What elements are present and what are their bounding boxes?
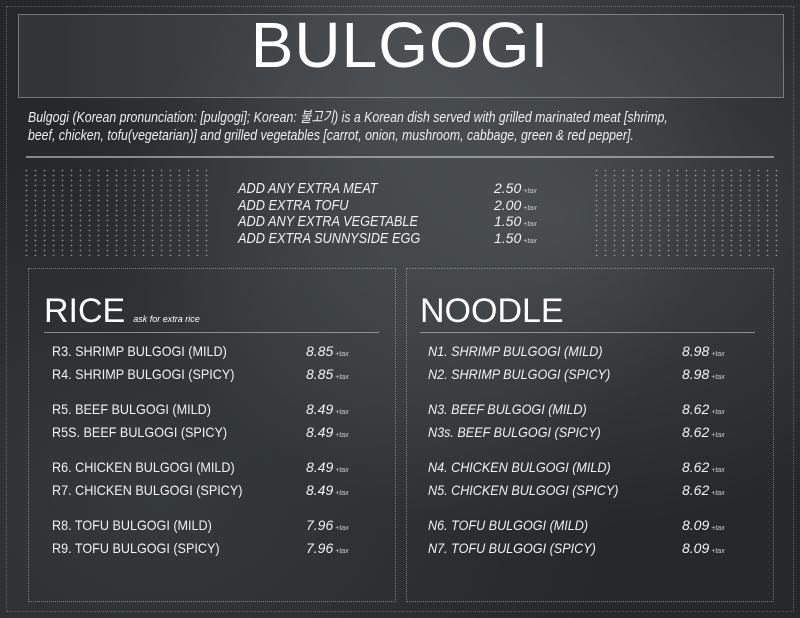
- menu-item-price: 8.49 +tax: [306, 424, 349, 440]
- extra-item-label: ADD EXTRA TOFU: [238, 196, 349, 214]
- description-line: beef, chicken, tofu(vegetarian)] and gri…: [28, 127, 634, 144]
- menu-item-label: R5. BEEF BULGOGI (MILD): [52, 401, 211, 417]
- tax-label: +tax: [523, 204, 537, 212]
- rice-heading: RICE ask for extra rice: [44, 292, 200, 331]
- menu-item-label: N6. TOFU BULGOGI (MILD): [428, 517, 589, 533]
- price-value: 8.49: [306, 481, 334, 498]
- menu-frame: [6, 6, 794, 612]
- menu-item-price: 8.85 +tax: [306, 343, 349, 359]
- extra-item-label: ADD ANY EXTRA MEAT: [238, 180, 378, 197]
- description-line: Bulgogi (Korean pronunciation: [pulgogi]…: [28, 109, 668, 126]
- price-value: 8.62: [682, 481, 710, 498]
- menu-item-price: 7.96 +tax: [306, 517, 349, 533]
- tax-label: +tax: [711, 525, 725, 532]
- noodle-section: [406, 268, 774, 602]
- tax-label: +tax: [711, 373, 725, 381]
- price-value: 2.50: [494, 180, 522, 196]
- extra-item-price: 2.00 +tax: [494, 197, 537, 213]
- extra-item-price: 2.50 +tax: [494, 180, 537, 196]
- menu-item-price: 8.62 +tax: [682, 401, 725, 417]
- dot-pattern-left: [22, 168, 214, 256]
- price-value: 8.09: [682, 517, 710, 533]
- menu-item-label: N5. CHICKEN BULGOGI (SPICY): [428, 481, 619, 498]
- menu-item-price: 7.96 +tax: [306, 540, 349, 556]
- price-value: 8.62: [682, 423, 710, 440]
- tax-label: +tax: [335, 547, 349, 555]
- title-banner: [18, 14, 784, 98]
- price-value: 8.49: [306, 459, 334, 475]
- tax-label: +tax: [335, 351, 349, 358]
- menu-item-price: 8.09 +tax: [682, 540, 725, 556]
- price-value: 8.62: [682, 459, 710, 475]
- tax-label: +tax: [335, 467, 349, 474]
- menu-item-price: 8.62 +tax: [682, 482, 725, 498]
- price-value: 8.62: [682, 401, 710, 417]
- tax-label: +tax: [711, 409, 725, 416]
- menu-item-label: R9. TOFU BULGOGI (SPICY): [52, 539, 220, 556]
- tax-label: +tax: [335, 409, 349, 416]
- rice-title: RICE: [44, 292, 126, 330]
- price-value: 8.49: [306, 401, 334, 417]
- divider: [26, 156, 774, 158]
- menu-item-price: 8.49 +tax: [306, 482, 349, 498]
- dot-pattern-right: [592, 168, 780, 256]
- rice-underline: [44, 332, 379, 333]
- menu-item-label: R6. CHICKEN BULGOGI (MILD): [52, 459, 235, 475]
- menu-item-label: N2. SHRIMP BULGOGI (SPICY): [428, 365, 611, 382]
- menu-item-label: N3. BEEF BULGOGI (MILD): [428, 401, 587, 417]
- menu-item-price: 8.62 +tax: [682, 424, 725, 440]
- menu-item-price: 8.49 +tax: [306, 459, 349, 475]
- menu-item-label: N1. SHRIMP BULGOGI (MILD): [428, 343, 603, 359]
- extra-item-label: ADD ANY EXTRA VEGETABLE: [238, 213, 418, 230]
- noodle-underline: [420, 332, 755, 333]
- price-value: 8.09: [682, 539, 710, 556]
- tax-label: +tax: [711, 489, 725, 497]
- price-value: 8.85: [306, 365, 334, 382]
- menu-item-price: 8.85 +tax: [306, 366, 349, 382]
- noodle-heading: NOODLE: [420, 292, 564, 330]
- tax-label: +tax: [335, 373, 349, 381]
- price-value: 8.98: [682, 343, 710, 359]
- tax-label: +tax: [335, 525, 349, 532]
- tax-label: +tax: [335, 489, 349, 497]
- price-value: 8.49: [306, 423, 334, 440]
- menu-item-label: N4. CHICKEN BULGOGI (MILD): [428, 459, 611, 475]
- tax-label: +tax: [523, 188, 537, 195]
- menu-item-price: 8.62 +tax: [682, 459, 725, 475]
- tax-label: +tax: [711, 467, 725, 474]
- menu-item-label: N3s. BEEF BULGOGI (SPICY): [428, 423, 601, 440]
- tax-label: +tax: [711, 547, 725, 555]
- extra-item-price: 1.50 +tax: [494, 213, 537, 229]
- rice-note: ask for extra rice: [133, 314, 200, 324]
- price-value: 2.00: [494, 196, 522, 213]
- menu-item-label: N7. TOFU BULGOGI (SPICY): [428, 539, 596, 556]
- menu-item-label: R7. CHICKEN BULGOGI (SPICY): [52, 481, 243, 498]
- tax-label: +tax: [523, 237, 537, 245]
- price-value: 7.96: [306, 517, 334, 533]
- extra-item-label: ADD EXTRA SUNNYSIDE EGG: [238, 229, 421, 247]
- tax-label: +tax: [335, 431, 349, 439]
- rice-section: [28, 268, 396, 602]
- menu-item-label: R4. SHRIMP BULGOGI (SPICY): [52, 365, 235, 382]
- menu-item-price: 8.49 +tax: [306, 401, 349, 417]
- tax-label: +tax: [711, 351, 725, 358]
- menu-item-price: 8.98 +tax: [682, 366, 725, 382]
- price-value: 7.96: [306, 539, 334, 556]
- tax-label: +tax: [711, 431, 725, 439]
- menu-item-price: 8.98 +tax: [682, 343, 725, 359]
- menu-item-price: 8.09 +tax: [682, 517, 725, 533]
- price-value: 1.50: [494, 213, 522, 229]
- price-value: 8.98: [682, 365, 710, 382]
- price-value: 8.85: [306, 343, 334, 359]
- menu-item-label: R8. TOFU BULGOGI (MILD): [52, 517, 212, 533]
- extra-item-price: 1.50 +tax: [494, 230, 537, 246]
- tax-label: +tax: [523, 221, 537, 228]
- menu-title: BULGOGI: [250, 9, 550, 81]
- menu-item-label: R3. SHRIMP BULGOGI (MILD): [52, 343, 227, 359]
- price-value: 1.50: [494, 229, 522, 246]
- menu-item-label: R5S. BEEF BULGOGI (SPICY): [52, 423, 228, 440]
